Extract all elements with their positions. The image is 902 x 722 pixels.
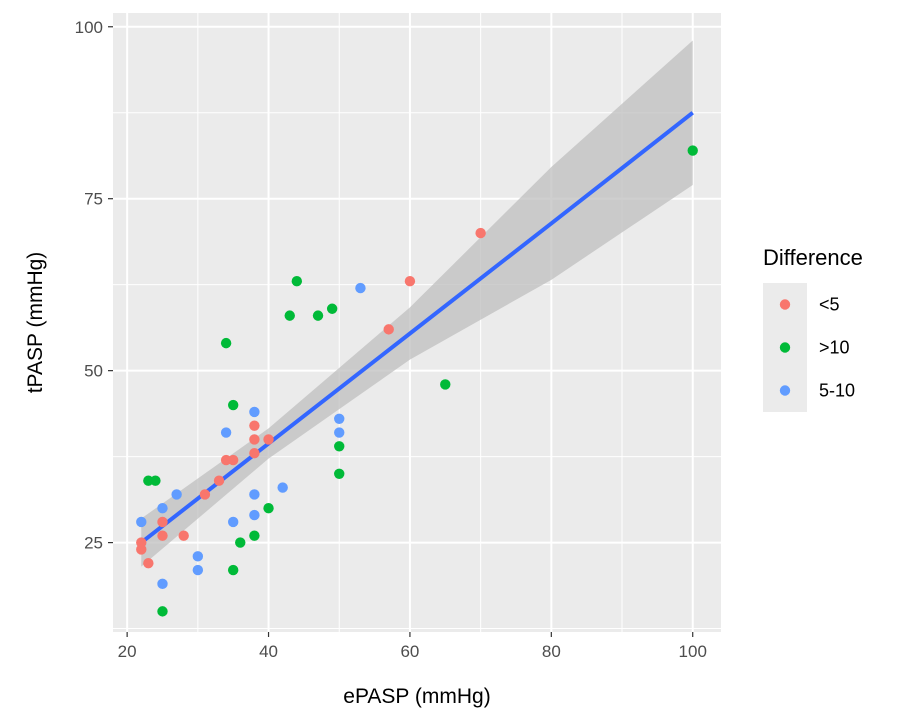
data-point bbox=[334, 441, 345, 452]
data-point bbox=[284, 310, 295, 321]
y-tick-label: 50 bbox=[84, 362, 103, 381]
data-point bbox=[157, 530, 168, 541]
data-point bbox=[157, 503, 168, 514]
x-tick-label: 40 bbox=[259, 642, 278, 661]
legend-title: Difference bbox=[763, 245, 863, 270]
data-point bbox=[136, 537, 147, 548]
data-point bbox=[249, 509, 260, 521]
data-point bbox=[227, 564, 239, 576]
legend: Difference <5 >10 5-10 bbox=[763, 245, 863, 412]
tick-labels: 20 40 60 80 100 25 50 75 100 bbox=[75, 18, 707, 661]
data-point bbox=[150, 475, 161, 486]
data-point bbox=[277, 482, 288, 493]
data-point bbox=[334, 468, 345, 480]
x-axis-title: ePASP (mmHg) bbox=[343, 685, 490, 708]
data-point bbox=[326, 303, 338, 314]
data-point bbox=[249, 420, 260, 431]
data-point bbox=[249, 530, 260, 541]
data-point bbox=[249, 489, 260, 500]
data-point bbox=[235, 537, 246, 548]
data-point bbox=[178, 530, 189, 541]
data-point bbox=[157, 578, 168, 590]
regression-line bbox=[140, 111, 694, 545]
data-point bbox=[334, 427, 345, 438]
data-point bbox=[355, 282, 366, 294]
data-point bbox=[687, 145, 698, 156]
x-tick-label: 20 bbox=[118, 642, 137, 661]
y-tick-label: 75 bbox=[84, 190, 103, 209]
data-point bbox=[199, 489, 211, 500]
y-tick-label: 100 bbox=[75, 18, 103, 37]
y-tick-label: 25 bbox=[84, 534, 103, 553]
data-point bbox=[220, 337, 232, 349]
data-point bbox=[440, 379, 451, 390]
x-tick-label: 100 bbox=[679, 642, 707, 661]
legend-label: 5-10 bbox=[819, 381, 855, 401]
data-point bbox=[383, 324, 394, 335]
data-point bbox=[312, 310, 324, 321]
points-layer bbox=[136, 145, 698, 617]
legend-items: <5 >10 5-10 bbox=[779, 295, 855, 401]
data-point bbox=[249, 447, 260, 459]
legend-label: <5 bbox=[819, 295, 840, 315]
legend-key bbox=[779, 299, 791, 310]
data-point bbox=[227, 399, 239, 411]
data-point bbox=[213, 475, 225, 486]
data-point bbox=[192, 564, 204, 576]
data-point bbox=[475, 227, 486, 239]
legend-label: >10 bbox=[819, 338, 850, 358]
data-point bbox=[227, 454, 239, 466]
data-point bbox=[249, 406, 260, 418]
regression-line-layer bbox=[140, 111, 694, 545]
axis-ticks bbox=[108, 26, 694, 637]
data-point bbox=[220, 427, 232, 438]
legend-key bbox=[779, 385, 791, 396]
y-axis-title: tPASP (mmHg) bbox=[24, 252, 47, 394]
data-point bbox=[404, 276, 416, 287]
data-point bbox=[249, 434, 260, 445]
data-point bbox=[136, 516, 147, 528]
data-point bbox=[171, 489, 182, 500]
data-point bbox=[334, 413, 345, 424]
data-point bbox=[263, 434, 274, 445]
x-tick-label: 80 bbox=[542, 642, 561, 661]
data-point bbox=[157, 516, 168, 528]
data-point bbox=[157, 606, 168, 617]
data-point bbox=[227, 516, 239, 528]
x-tick-label: 60 bbox=[400, 642, 419, 661]
data-point bbox=[143, 558, 154, 569]
data-point bbox=[263, 503, 274, 514]
data-point bbox=[291, 276, 303, 287]
data-point bbox=[192, 551, 204, 562]
legend-key bbox=[779, 342, 791, 353]
